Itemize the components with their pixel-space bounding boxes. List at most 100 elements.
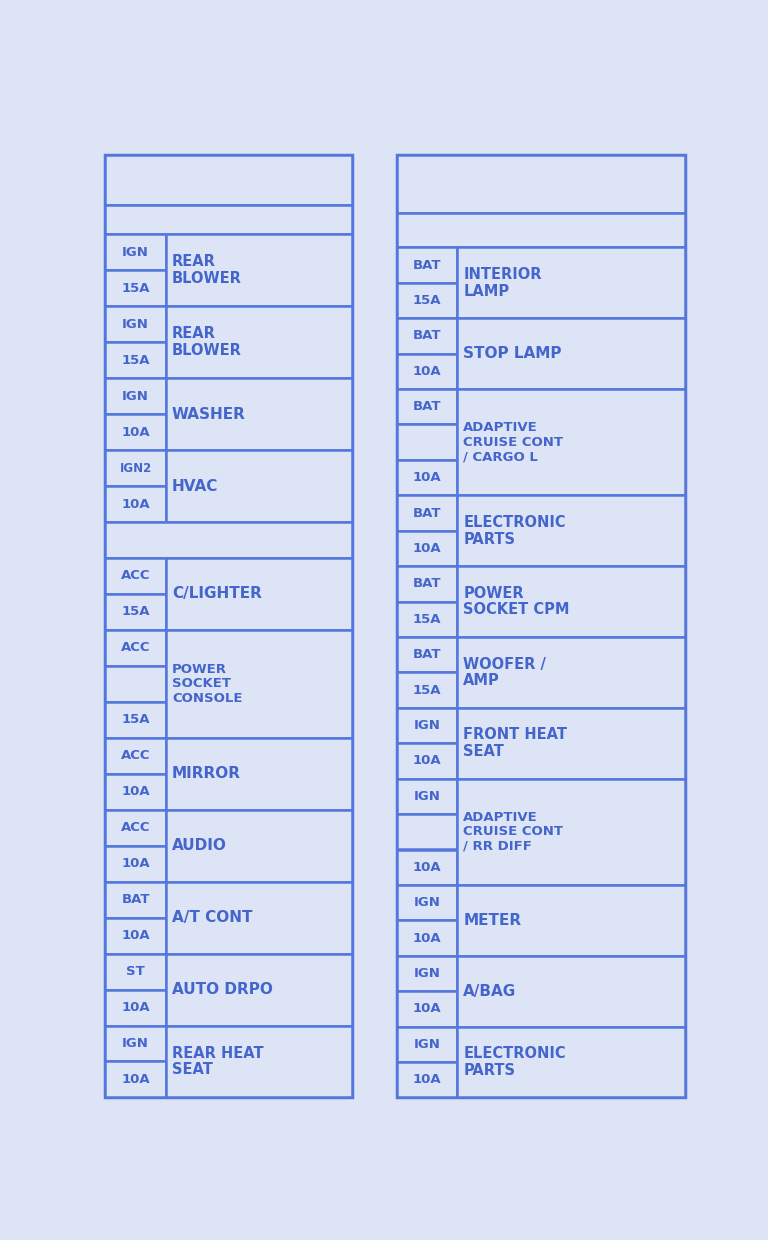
Bar (397, 247, 457, 283)
Bar (397, 956, 457, 991)
Text: ACC: ACC (121, 641, 151, 655)
Bar (397, 283, 457, 319)
Bar (397, 708, 457, 743)
Bar (105, 954, 166, 990)
Bar (105, 155, 352, 205)
Bar (457, 885, 685, 956)
Text: ACC: ACC (121, 569, 151, 583)
Bar (397, 1027, 457, 1061)
Text: 10A: 10A (121, 1073, 150, 1086)
Text: WASHER: WASHER (172, 407, 246, 422)
Bar (166, 450, 352, 522)
Bar (457, 708, 685, 779)
Text: 10A: 10A (121, 1001, 150, 1014)
Bar (166, 630, 352, 738)
Text: 15A: 15A (412, 294, 441, 308)
Text: 15A: 15A (121, 713, 150, 727)
Text: 10A: 10A (412, 861, 442, 874)
Bar (457, 247, 685, 319)
Text: IGN: IGN (413, 897, 440, 909)
Bar (105, 702, 166, 738)
Text: 10A: 10A (412, 931, 442, 945)
Text: BAT: BAT (412, 401, 441, 413)
Bar (457, 495, 685, 567)
Bar (105, 810, 166, 846)
Bar (397, 155, 685, 213)
Text: REAR HEAT
SEAT: REAR HEAT SEAT (172, 1045, 263, 1078)
Bar (105, 990, 166, 1025)
Bar (166, 882, 352, 954)
Text: BAT: BAT (412, 259, 441, 272)
Text: MIRROR: MIRROR (172, 766, 241, 781)
Text: IGN: IGN (122, 246, 149, 259)
Bar (105, 1061, 166, 1097)
Bar (397, 1061, 457, 1097)
Bar (397, 531, 457, 567)
Bar (397, 424, 457, 460)
Text: STOP LAMP: STOP LAMP (463, 346, 562, 361)
Bar (457, 637, 685, 708)
Bar (397, 601, 457, 637)
Bar (166, 378, 352, 450)
Text: 10A: 10A (412, 365, 442, 378)
Text: ACC: ACC (121, 821, 151, 835)
Text: 10A: 10A (121, 857, 150, 870)
Text: AUDIO: AUDIO (172, 838, 227, 853)
Bar (397, 637, 457, 672)
Bar (457, 779, 685, 885)
Bar (105, 205, 352, 234)
Bar (105, 558, 166, 594)
Bar (166, 234, 352, 306)
Text: BAT: BAT (121, 893, 150, 906)
Bar (105, 414, 166, 450)
Text: 10A: 10A (412, 542, 442, 556)
Text: IGN: IGN (413, 1038, 440, 1050)
Text: INTERIOR
LAMP: INTERIOR LAMP (463, 267, 542, 299)
Bar (105, 738, 166, 774)
Bar (397, 213, 685, 247)
Text: IGN: IGN (122, 389, 149, 403)
Bar (105, 378, 166, 414)
Text: METER: METER (463, 913, 521, 928)
Bar (397, 353, 457, 389)
Bar (105, 522, 352, 558)
Text: IGN: IGN (122, 1037, 149, 1050)
Text: ELECTRONIC
PARTS: ELECTRONIC PARTS (463, 515, 566, 547)
Bar (397, 815, 457, 849)
Bar (397, 672, 457, 708)
Bar (105, 846, 166, 882)
Text: 15A: 15A (412, 613, 441, 626)
Bar (457, 956, 685, 1027)
Bar (105, 234, 166, 270)
Bar (397, 460, 457, 495)
Text: IGN: IGN (413, 967, 440, 980)
Text: WOOFER /
AMP: WOOFER / AMP (463, 656, 546, 688)
Text: IGN: IGN (122, 317, 149, 331)
Bar (457, 389, 685, 495)
Bar (397, 920, 457, 956)
Bar (166, 810, 352, 882)
Text: 15A: 15A (121, 353, 150, 367)
Text: POWER
SOCKET CPM: POWER SOCKET CPM (463, 585, 570, 618)
Bar (105, 450, 166, 486)
Bar (105, 1025, 166, 1061)
Text: POWER
SOCKET
CONSOLE: POWER SOCKET CONSOLE (172, 663, 243, 704)
Text: 10A: 10A (412, 1074, 442, 1086)
Bar (105, 882, 166, 918)
Bar (166, 306, 352, 378)
Text: REAR
BLOWER: REAR BLOWER (172, 326, 242, 358)
Bar (457, 567, 685, 637)
Bar (166, 1025, 352, 1097)
Text: A/BAG: A/BAG (463, 983, 517, 998)
Text: ELECTRONIC
PARTS: ELECTRONIC PARTS (463, 1047, 566, 1078)
Text: 10A: 10A (412, 471, 442, 484)
Text: FRONT HEAT
SEAT: FRONT HEAT SEAT (463, 728, 568, 759)
Bar (397, 743, 457, 779)
Bar (105, 342, 166, 378)
Bar (166, 738, 352, 810)
Text: 15A: 15A (121, 281, 150, 295)
Bar (457, 1027, 685, 1097)
Text: 10A: 10A (121, 785, 150, 799)
Text: 10A: 10A (121, 425, 150, 439)
Bar (397, 849, 457, 885)
